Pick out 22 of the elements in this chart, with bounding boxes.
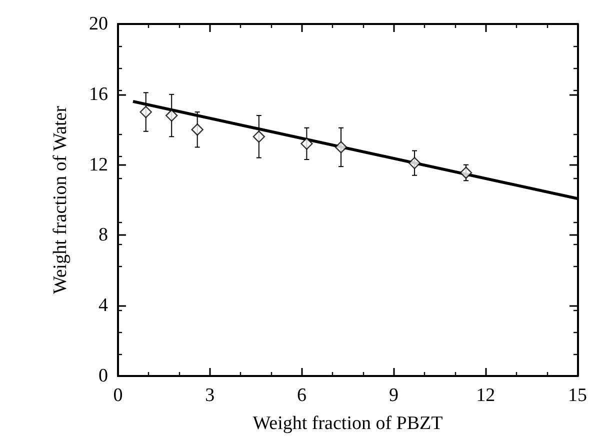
point [334, 141, 348, 154]
y-axis-title: Weight fraction of Water [50, 105, 71, 294]
y-tick-label: 4 [98, 295, 108, 316]
x-axis-title: Weight fraction of PBZT [252, 413, 444, 434]
point [408, 156, 421, 170]
y-tick-label: 20 [89, 14, 108, 34]
y-tick-label: 12 [89, 154, 108, 176]
point [140, 106, 152, 118]
x-tick-label: 0 [113, 385, 123, 406]
point [252, 130, 266, 143]
y-tick-label: 8 [98, 224, 108, 246]
y-tick-label: 16 [89, 84, 108, 105]
x-tick-label: 9 [388, 385, 398, 406]
point [300, 138, 313, 150]
x-tick-label: 15 [568, 385, 587, 406]
point [191, 124, 204, 136]
point [166, 109, 178, 122]
x-tick-label: 12 [476, 385, 496, 406]
point [460, 166, 472, 179]
x-tick-label: 3 [205, 385, 215, 406]
x-tick-label: 6 [297, 385, 307, 406]
y-tick-label: 0 [98, 366, 108, 386]
